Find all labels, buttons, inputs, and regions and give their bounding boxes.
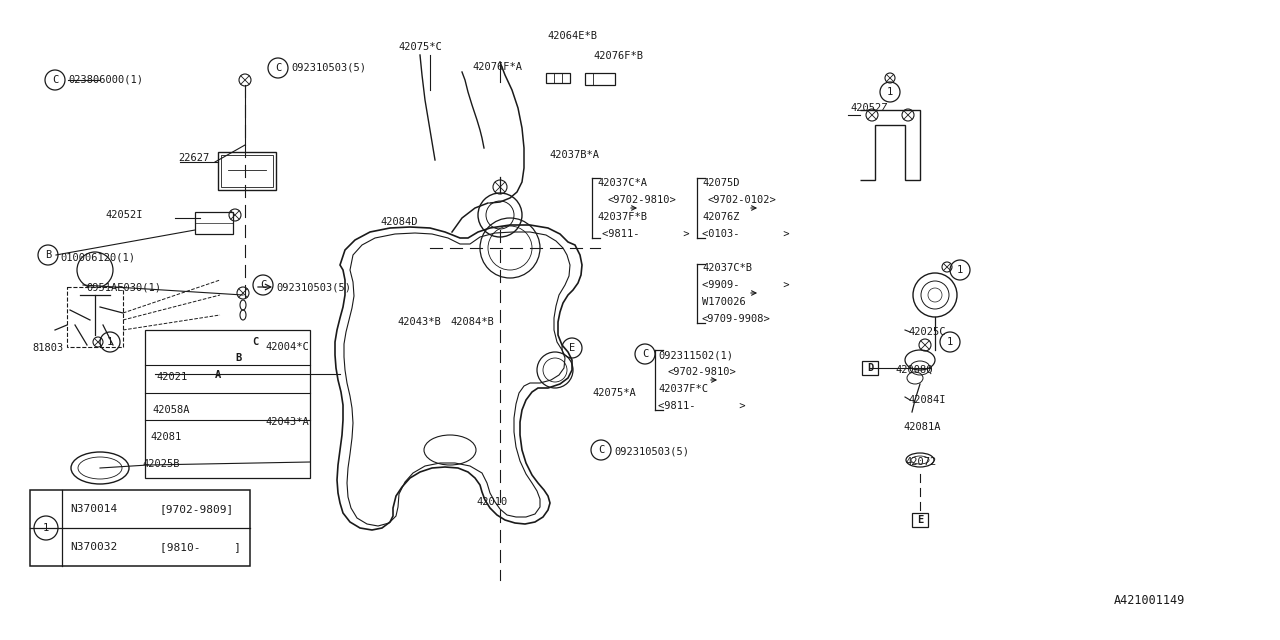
FancyBboxPatch shape bbox=[230, 351, 246, 365]
Text: 42076Z: 42076Z bbox=[701, 212, 740, 222]
Text: 42081A: 42081A bbox=[902, 422, 941, 432]
FancyBboxPatch shape bbox=[195, 212, 233, 234]
Text: 42052I: 42052I bbox=[105, 210, 142, 220]
FancyBboxPatch shape bbox=[29, 490, 250, 566]
Text: C: C bbox=[275, 63, 282, 73]
Text: C: C bbox=[641, 349, 648, 359]
Text: 42037F*C: 42037F*C bbox=[658, 384, 708, 394]
Text: 42084D: 42084D bbox=[380, 217, 417, 227]
Text: E: E bbox=[568, 343, 575, 353]
Text: <9702-0102>: <9702-0102> bbox=[707, 195, 776, 205]
Text: 42076F*A: 42076F*A bbox=[472, 62, 522, 72]
Text: 42072: 42072 bbox=[905, 457, 936, 467]
Text: N370014: N370014 bbox=[70, 504, 118, 514]
Text: 42008Q: 42008Q bbox=[895, 365, 933, 375]
Text: 1: 1 bbox=[947, 337, 954, 347]
FancyBboxPatch shape bbox=[145, 330, 310, 478]
Text: <9702-9810>: <9702-9810> bbox=[668, 367, 737, 377]
Text: 42075*A: 42075*A bbox=[591, 388, 636, 398]
Text: 42010: 42010 bbox=[476, 497, 507, 507]
Text: C: C bbox=[252, 337, 259, 347]
FancyBboxPatch shape bbox=[218, 152, 276, 190]
Text: 42052Z: 42052Z bbox=[850, 103, 887, 113]
Text: 1: 1 bbox=[887, 87, 893, 97]
Text: 42075D: 42075D bbox=[701, 178, 740, 188]
Text: 0951AE030(1): 0951AE030(1) bbox=[86, 282, 161, 292]
Text: 42037C*B: 42037C*B bbox=[701, 263, 753, 273]
Text: 1: 1 bbox=[957, 265, 963, 275]
Text: 023806000(1): 023806000(1) bbox=[68, 75, 143, 85]
Text: A: A bbox=[215, 370, 221, 380]
Text: 42037C*A: 42037C*A bbox=[596, 178, 646, 188]
FancyBboxPatch shape bbox=[247, 335, 262, 349]
Text: D: D bbox=[867, 363, 873, 373]
Text: 42058A: 42058A bbox=[152, 405, 189, 415]
Text: 42084*B: 42084*B bbox=[451, 317, 494, 327]
Text: 42025C: 42025C bbox=[908, 327, 946, 337]
FancyBboxPatch shape bbox=[911, 513, 928, 527]
Text: 42025B: 42025B bbox=[142, 459, 179, 469]
FancyBboxPatch shape bbox=[221, 155, 273, 187]
FancyBboxPatch shape bbox=[210, 368, 227, 382]
Text: 42064E*B: 42064E*B bbox=[547, 31, 596, 41]
Text: 092311502(1): 092311502(1) bbox=[658, 350, 733, 360]
FancyBboxPatch shape bbox=[67, 287, 123, 347]
Text: <9811-       >: <9811- > bbox=[602, 229, 690, 239]
Text: W170026: W170026 bbox=[701, 297, 746, 307]
Text: 092310503(5): 092310503(5) bbox=[276, 282, 351, 292]
Text: 092310503(5): 092310503(5) bbox=[614, 446, 689, 456]
Text: [9810-     ]: [9810- ] bbox=[160, 542, 241, 552]
Text: 010006120(1): 010006120(1) bbox=[60, 252, 134, 262]
Text: <9811-       >: <9811- > bbox=[658, 401, 745, 411]
Text: [9702-9809]: [9702-9809] bbox=[160, 504, 234, 514]
Text: <0103-       >: <0103- > bbox=[701, 229, 790, 239]
Text: <9709-9908>: <9709-9908> bbox=[701, 314, 771, 324]
Text: 092310503(5): 092310503(5) bbox=[291, 63, 366, 73]
Text: 42081: 42081 bbox=[150, 432, 182, 442]
FancyBboxPatch shape bbox=[585, 73, 614, 85]
FancyBboxPatch shape bbox=[861, 361, 878, 375]
Text: 42043*A: 42043*A bbox=[265, 417, 308, 427]
Text: 1: 1 bbox=[42, 523, 49, 533]
Text: B: B bbox=[234, 353, 241, 363]
Text: 42021: 42021 bbox=[156, 372, 187, 382]
Text: E: E bbox=[916, 515, 923, 525]
Text: 42004*C: 42004*C bbox=[265, 342, 308, 352]
Text: C: C bbox=[260, 280, 266, 290]
Text: A421001149: A421001149 bbox=[1114, 593, 1185, 607]
Text: 42075*C: 42075*C bbox=[398, 42, 442, 52]
Text: 81803: 81803 bbox=[32, 343, 63, 353]
Text: <9909-       >: <9909- > bbox=[701, 280, 790, 290]
Text: C: C bbox=[52, 75, 58, 85]
Text: 1: 1 bbox=[106, 337, 113, 347]
Text: 22627: 22627 bbox=[178, 153, 209, 163]
Text: 42037F*B: 42037F*B bbox=[596, 212, 646, 222]
Text: B: B bbox=[45, 250, 51, 260]
Text: 42076F*B: 42076F*B bbox=[593, 51, 643, 61]
Text: 42084I: 42084I bbox=[908, 395, 946, 405]
Text: C: C bbox=[598, 445, 604, 455]
Text: N370032: N370032 bbox=[70, 542, 118, 552]
Text: <9702-9810>: <9702-9810> bbox=[608, 195, 677, 205]
Text: 42037B*A: 42037B*A bbox=[549, 150, 599, 160]
Text: 42043*B: 42043*B bbox=[397, 317, 440, 327]
